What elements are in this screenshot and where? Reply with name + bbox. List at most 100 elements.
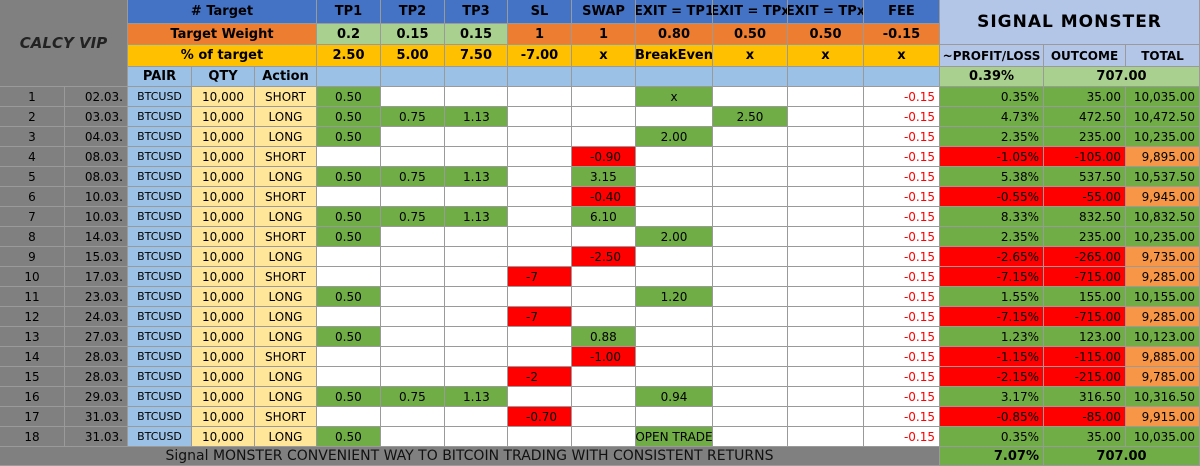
- pair: BTCUSD: [128, 207, 192, 227]
- total: 10,035.00: [1126, 87, 1200, 107]
- column-header: QTY: [192, 67, 255, 87]
- footer-profit-loss: 7.07%: [940, 447, 1044, 466]
- summary-header: ~PROFIT/LOSS: [940, 45, 1044, 67]
- fee: -0.15: [864, 167, 940, 187]
- header-blank: [636, 67, 713, 87]
- target-weight: 0.2: [317, 24, 381, 45]
- outcome: -215.00: [1044, 367, 1126, 387]
- pair: BTCUSD: [128, 167, 192, 187]
- profit-loss: 0.35%: [940, 427, 1044, 447]
- date: 03.03.: [65, 107, 128, 127]
- column-header: SL: [508, 0, 572, 24]
- tp2: [381, 407, 445, 427]
- fee: -0.15: [864, 347, 940, 367]
- row-number: 6: [0, 187, 65, 207]
- tp2: [381, 267, 445, 287]
- swap: [572, 367, 636, 387]
- tp2: [381, 87, 445, 107]
- fee: -0.15: [864, 207, 940, 227]
- exit-tp1: x: [636, 87, 713, 107]
- tp2: [381, 427, 445, 447]
- exit-tp1: [636, 147, 713, 167]
- action: LONG: [255, 107, 317, 127]
- qty: 10,000: [192, 267, 255, 287]
- tp1: [317, 307, 381, 327]
- outcome: 35.00: [1044, 87, 1126, 107]
- date: 08.03.: [65, 147, 128, 167]
- qty: 10,000: [192, 407, 255, 427]
- swap: -0.90: [572, 147, 636, 167]
- sl: [508, 227, 572, 247]
- exit-tp1: OPEN TRADE: [636, 427, 713, 447]
- exit-tp1: [636, 267, 713, 287]
- qty: 10,000: [192, 127, 255, 147]
- outcome: 316.50: [1044, 387, 1126, 407]
- footer-outcome: 707.00: [1044, 447, 1200, 466]
- header-label: % of target: [128, 45, 317, 67]
- sl: [508, 247, 572, 267]
- total: 9,885.00: [1126, 347, 1200, 367]
- row-number: 13: [0, 327, 65, 347]
- profit-loss: -1.05%: [940, 147, 1044, 167]
- fee: -0.15: [864, 287, 940, 307]
- pair: BTCUSD: [128, 187, 192, 207]
- tp2: [381, 227, 445, 247]
- qty: 10,000: [192, 207, 255, 227]
- exit-tp1: [636, 327, 713, 347]
- tp3: [445, 87, 508, 107]
- row-number: 5: [0, 167, 65, 187]
- pair: BTCUSD: [128, 327, 192, 347]
- tp1: 0.50: [317, 107, 381, 127]
- pair: BTCUSD: [128, 127, 192, 147]
- tp3: [445, 187, 508, 207]
- swap: -1.00: [572, 347, 636, 367]
- tp1: [317, 347, 381, 367]
- target-percent: -7.00: [508, 45, 572, 67]
- target-weight: -0.15: [864, 24, 940, 45]
- qty: 10,000: [192, 287, 255, 307]
- exit-tpx1: [713, 87, 788, 107]
- fee: -0.15: [864, 327, 940, 347]
- target-percent: x: [713, 45, 788, 67]
- exit-tp1: [636, 347, 713, 367]
- tp3: [445, 327, 508, 347]
- profit-loss: -2.15%: [940, 367, 1044, 387]
- target-percent: x: [788, 45, 864, 67]
- brand: CALCY VIP: [0, 0, 128, 87]
- swap: [572, 127, 636, 147]
- summary-profit-loss: 0.39%: [940, 67, 1044, 87]
- header-blank: [317, 67, 381, 87]
- action: LONG: [255, 167, 317, 187]
- total: 10,123.00: [1126, 327, 1200, 347]
- target-percent: x: [572, 45, 636, 67]
- profit-loss: -0.85%: [940, 407, 1044, 427]
- fee: -0.15: [864, 387, 940, 407]
- header-label: Target Weight: [128, 24, 317, 45]
- profit-loss: -0.55%: [940, 187, 1044, 207]
- sl: [508, 147, 572, 167]
- action: SHORT: [255, 407, 317, 427]
- tp3: [445, 227, 508, 247]
- date: 23.03.: [65, 287, 128, 307]
- date: 02.03.: [65, 87, 128, 107]
- title: SIGNAL MONSTER: [940, 0, 1200, 45]
- exit-tp1: [636, 307, 713, 327]
- exit-tpx1: [713, 367, 788, 387]
- exit-tpx2: [788, 407, 864, 427]
- tp2: [381, 367, 445, 387]
- sl: [508, 207, 572, 227]
- pair: BTCUSD: [128, 407, 192, 427]
- swap: [572, 407, 636, 427]
- column-header: EXIT = TPx: [713, 0, 788, 24]
- target-percent: 5.00: [381, 45, 445, 67]
- date: 28.03.: [65, 347, 128, 367]
- outcome: 155.00: [1044, 287, 1126, 307]
- date: 10.03.: [65, 187, 128, 207]
- total: 9,785.00: [1126, 367, 1200, 387]
- profit-loss: -7.15%: [940, 307, 1044, 327]
- row-number: 14: [0, 347, 65, 367]
- profit-loss: 1.23%: [940, 327, 1044, 347]
- swap: [572, 427, 636, 447]
- tp2: [381, 307, 445, 327]
- row-number: 4: [0, 147, 65, 167]
